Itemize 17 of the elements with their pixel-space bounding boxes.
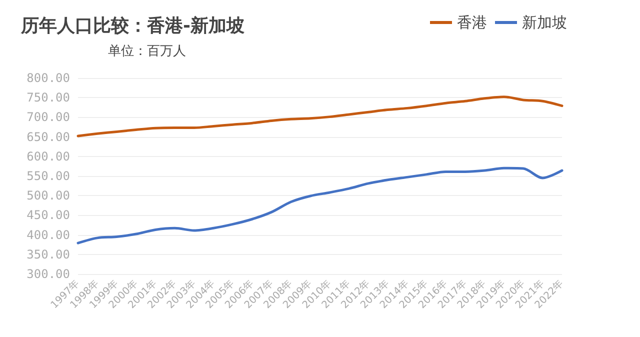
y-tick-label: 700.00 — [26, 110, 70, 124]
line-series — [76, 96, 564, 138]
y-tick-label: 550.00 — [26, 169, 70, 183]
legend-label: 香港 — [457, 14, 487, 32]
line-series — [76, 166, 564, 244]
y-tick-label: 450.00 — [26, 208, 70, 222]
y-tick-label: 500.00 — [26, 188, 70, 203]
chart-title: 历年人口比较：香港-新加坡 — [20, 16, 244, 36]
y-tick-label: 750.00 — [26, 90, 70, 105]
y-tick-label: 650.00 — [26, 130, 70, 144]
y-tick-label: 300.00 — [26, 267, 70, 281]
chart-subtitle: 单位：百万人 — [108, 44, 186, 59]
y-tick-label: 800.00 — [26, 71, 70, 85]
y-tick-label: 400.00 — [26, 228, 70, 242]
y-tick-label: 350.00 — [26, 247, 70, 262]
legend-label: 新加坡 — [522, 14, 567, 32]
y-tick-label: 600.00 — [26, 149, 70, 164]
